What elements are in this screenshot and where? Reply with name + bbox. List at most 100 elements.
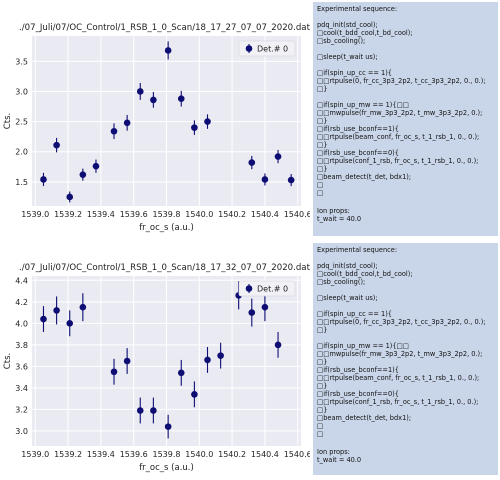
y-tick-label: 4.2 bbox=[15, 298, 28, 307]
data-point bbox=[110, 127, 118, 135]
sequence-code-line: □if(rsb_use_bconf==0){ bbox=[317, 149, 399, 157]
x-tick-label: 1539.6 bbox=[120, 450, 148, 459]
x-tick-label: 1539.2 bbox=[54, 450, 82, 459]
y-axis-label: Cts. bbox=[3, 353, 13, 369]
legend-box bbox=[238, 280, 296, 297]
sequence-code-line: □□mwpulse(fr_mw_3p3_2p2, t_mw_3p3_2p2, 0… bbox=[317, 350, 483, 358]
sequence-code-line: □beam_detect(t_det, bdx1); bbox=[317, 414, 412, 422]
data-point bbox=[164, 423, 172, 430]
x-tick-label: 1540.2 bbox=[218, 450, 246, 459]
sequence-code-line bbox=[317, 45, 494, 53]
x-tick-label: 1540.0 bbox=[185, 450, 213, 459]
sequence-code-line: □if(spin_up_mw == 1){□□ bbox=[317, 342, 410, 350]
y-tick-label: 3.0 bbox=[15, 427, 28, 436]
y-tick-label: 3.5 bbox=[15, 57, 28, 66]
scan-chart-2: 1539.0 1539.2 1539.4 1539.6 1539.8 1540.0 1540… bbox=[3, 263, 310, 473]
data-point bbox=[150, 407, 157, 414]
sequence-code-line: □} bbox=[317, 358, 328, 366]
sequence-code-line: □□rtpulse(conf_1_rsb, fr_oc_s, t_1_rsb_1… bbox=[317, 157, 479, 165]
sequence-code-line: □} bbox=[317, 141, 328, 149]
sequence-code-line: □□rtpulse(0, fr_cc_3p3_2p2, t_cc_3p3_2p2… bbox=[317, 77, 486, 85]
x-tick-label: 1539.8 bbox=[153, 210, 181, 219]
ion-props-value: t_wait = 40.0 bbox=[317, 456, 362, 464]
sequence-code-line: □} bbox=[317, 165, 328, 173]
ion-props: Ion props: t_wait = 40.0 bbox=[317, 448, 494, 464]
data-point bbox=[248, 159, 256, 166]
ion-props-value: t_wait = 40.0 bbox=[317, 215, 362, 223]
x-tick-label: 1539.0 bbox=[21, 450, 49, 459]
experimental-sequence-panel: Experimental sequence: pdq_init(std_cool… bbox=[313, 243, 498, 475]
ion-props: Ion props: t_wait = 40.0 bbox=[317, 207, 494, 223]
sequence-code-line: □} bbox=[317, 85, 328, 93]
x-tick-label: 1539.4 bbox=[87, 450, 115, 459]
data-point bbox=[79, 171, 87, 178]
x-tick-label: 1540.0 bbox=[185, 210, 213, 219]
sequence-heading: Experimental sequence: bbox=[317, 246, 398, 254]
sequence-code-line: □if(rsb_use_bconf==0){ bbox=[317, 390, 399, 398]
data-point bbox=[150, 96, 157, 104]
data-point bbox=[204, 118, 211, 125]
data-point bbox=[123, 357, 131, 365]
x-tick-label: 1539.0 bbox=[21, 210, 49, 219]
sequence-code-line: □□rtpulse(beam_conf, fr_oc_s, t_1_rsb_1,… bbox=[317, 133, 480, 141]
data-point bbox=[217, 352, 224, 359]
legend-marker bbox=[245, 45, 253, 52]
x-tick-label: 1539.8 bbox=[153, 450, 181, 459]
data-point bbox=[191, 124, 198, 131]
y-axis-label: Cts. bbox=[3, 113, 13, 129]
sequence-code-line: pdq_init(std_cool); bbox=[317, 21, 378, 29]
y-tick-label: 3.6 bbox=[15, 362, 28, 371]
data-point bbox=[79, 303, 87, 311]
y-tick-label: 4.4 bbox=[15, 276, 28, 285]
ion-props-label: Ion props: bbox=[317, 207, 350, 215]
legend-label: Det.# 0 bbox=[257, 45, 288, 54]
data-point bbox=[274, 153, 282, 160]
data-point bbox=[248, 309, 256, 316]
y-tick-label: 3.8 bbox=[15, 341, 28, 350]
data-point bbox=[274, 341, 282, 349]
y-tick-label: 1.5 bbox=[15, 178, 28, 187]
sequence-code-line: □beam_detect(t_det, bdx1); bbox=[317, 173, 412, 181]
sequence-code-line bbox=[317, 334, 494, 342]
sequence-code-line: pdq_init(std_cool); bbox=[317, 262, 378, 270]
chart-title: ./07_Juli/07/OC_Control/1_RSB_1_0_Scan/1… bbox=[19, 23, 310, 33]
y-tick-label: 2.5 bbox=[15, 118, 28, 127]
sequence-code-line: □□rtpulse(conf_1_rsb, fr_oc_s, t_1_rsb_1… bbox=[317, 398, 479, 406]
data-point bbox=[123, 119, 131, 127]
legend: Det.# 0 bbox=[238, 280, 296, 297]
data-point bbox=[177, 369, 185, 377]
sequence-code-line: □□rtpulse(beam_conf, fr_oc_s, t_1_rsb_1,… bbox=[317, 374, 480, 382]
sequence-code-line: □} bbox=[317, 117, 328, 125]
sequence-code-line: □ bbox=[317, 189, 324, 197]
data-point bbox=[287, 176, 295, 184]
sequence-code-line: □sb_cooling(); bbox=[317, 37, 366, 45]
x-axis-label: fr_oc_s (a.u.) bbox=[139, 223, 194, 233]
sequence-code-line: □if(spin_up_mw == 1){□□ bbox=[317, 101, 410, 109]
sequence-code-line: □ bbox=[317, 181, 324, 189]
sequence-code: pdq_init(std_cool); □cool(t_bdd_cool,t_bd… bbox=[317, 21, 494, 197]
data-point bbox=[53, 307, 60, 314]
sequence-code-line: □if(rsb_use_bconf==1){ bbox=[317, 366, 399, 374]
sequence-code-line: □if(spin_up_cc == 1){ bbox=[317, 69, 393, 77]
sequence-code-line: □ bbox=[317, 430, 324, 438]
data-point bbox=[53, 141, 60, 149]
data-point bbox=[177, 95, 185, 102]
sequence-code-line: □if(spin_up_cc == 1){ bbox=[317, 310, 393, 318]
sequence-code-line: □sb_cooling(); bbox=[317, 278, 366, 286]
sequence-code-line: □} bbox=[317, 406, 328, 414]
data-point bbox=[40, 176, 47, 183]
sequence-code-line: □if(rsb_use_bconf==1){ bbox=[317, 125, 399, 133]
sequence-code-line bbox=[317, 93, 494, 101]
data-point bbox=[164, 47, 172, 54]
sequence-code-line: □} bbox=[317, 326, 328, 334]
sequence-code-line bbox=[317, 61, 494, 69]
y-tick-label: 3.2 bbox=[15, 405, 28, 414]
y-tick-label: 4.0 bbox=[15, 319, 28, 328]
data-point bbox=[40, 315, 47, 323]
x-axis-label: fr_oc_s (a.u.) bbox=[139, 463, 194, 473]
sequence-code-line: □ bbox=[317, 422, 324, 430]
data-point bbox=[66, 320, 74, 327]
data-point bbox=[136, 407, 144, 414]
legend-box bbox=[238, 40, 296, 57]
data-point bbox=[191, 391, 198, 398]
